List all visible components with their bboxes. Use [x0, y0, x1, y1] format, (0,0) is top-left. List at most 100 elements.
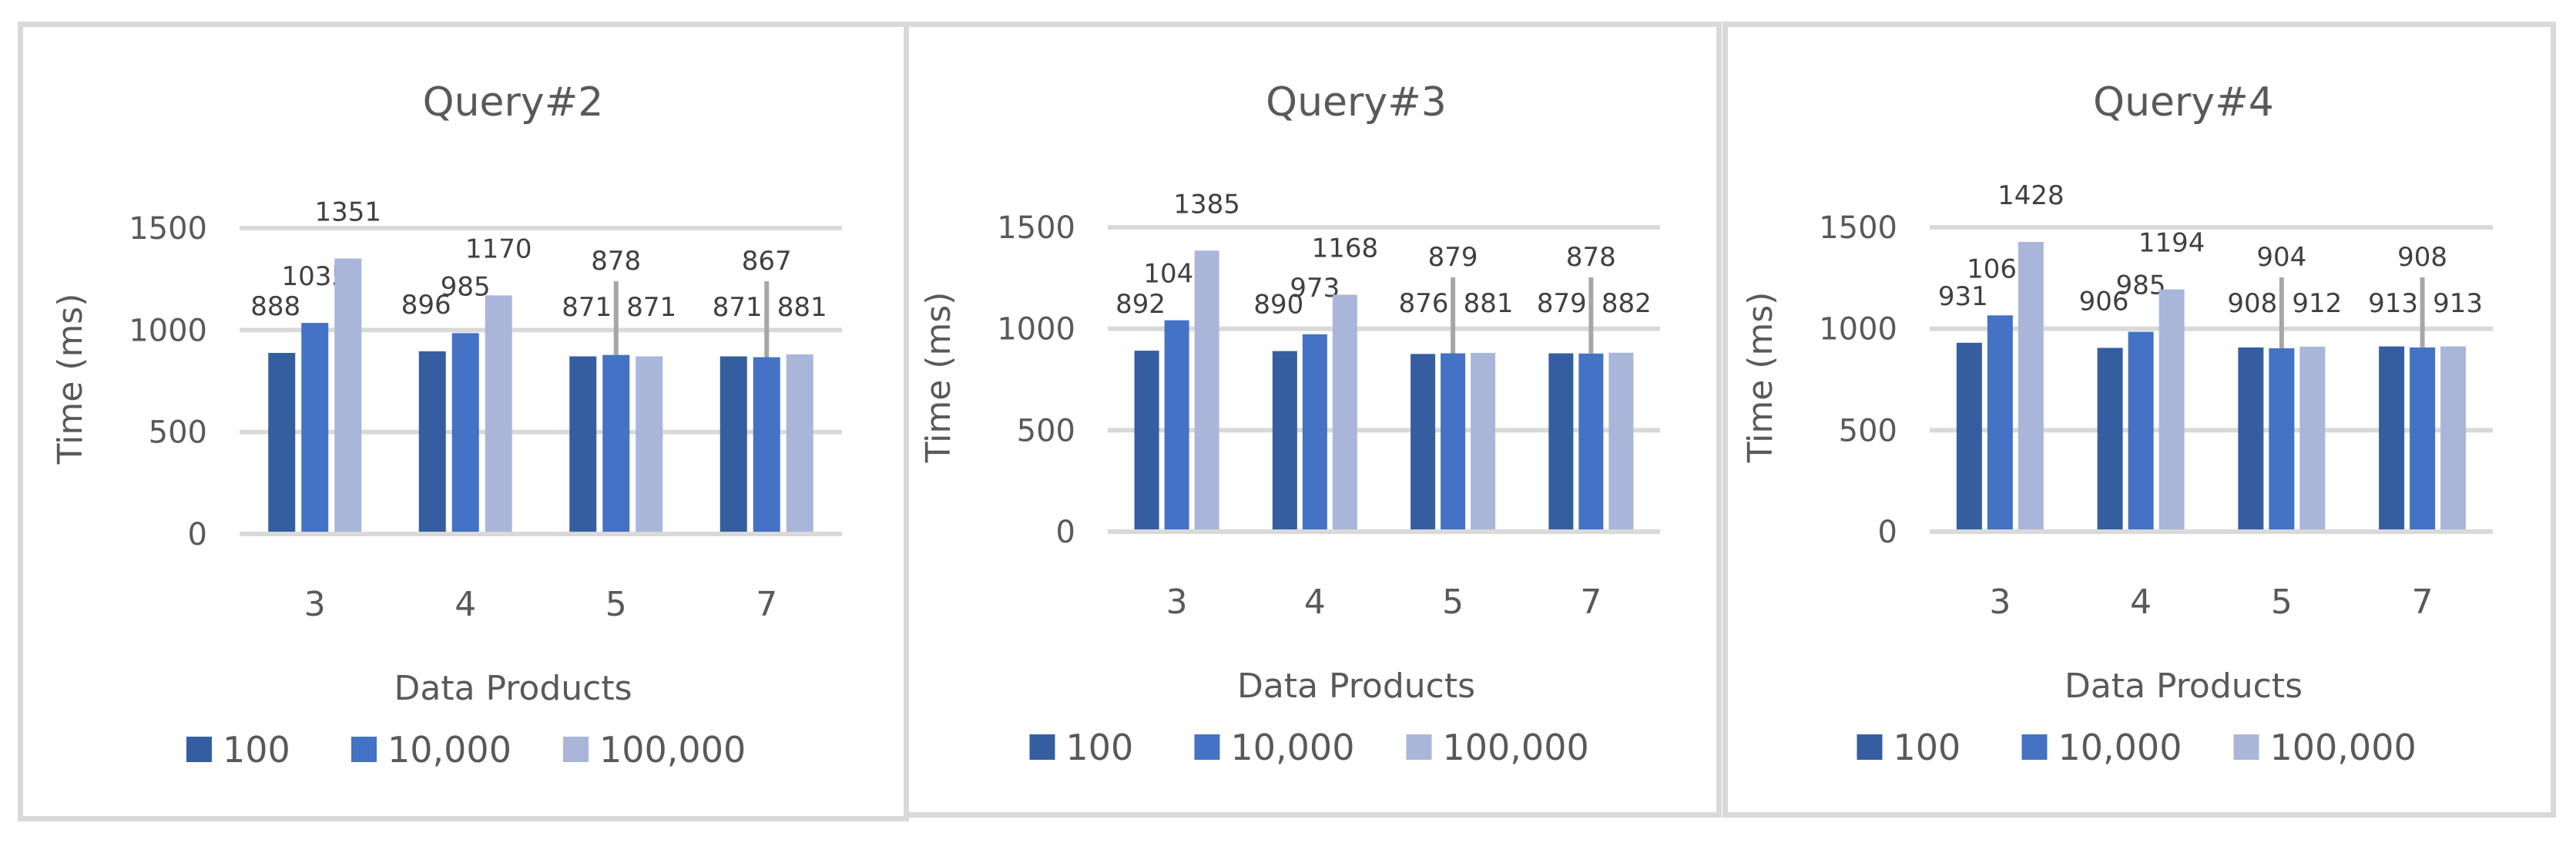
chart-panel-query4: Query#4 0 500 1000 1500 Time (ms) 931 1066 1428 3…	[1722, 22, 2556, 818]
data-label: 888	[250, 291, 300, 322]
legend-label: 10,000	[1231, 727, 1355, 768]
bar	[1332, 294, 1357, 529]
y-tick-label: 0	[1056, 515, 1075, 550]
bar	[2238, 347, 2264, 529]
data-label: 881	[1464, 288, 1514, 319]
data-label: 985	[2116, 270, 2166, 301]
bar	[2269, 348, 2295, 529]
data-label: 867	[742, 246, 792, 277]
gridline	[240, 226, 842, 230]
x-tick-label: 7	[756, 585, 777, 624]
x-tick-label: 7	[1580, 583, 1602, 622]
bar	[451, 333, 479, 532]
bar	[1164, 320, 1189, 529]
bar	[2128, 331, 2154, 529]
legend-label: 100,000	[2270, 727, 2417, 768]
bar	[2379, 346, 2405, 529]
bar	[719, 356, 747, 532]
bar	[2299, 346, 2326, 529]
bar	[2097, 348, 2123, 529]
data-label: 913	[2433, 288, 2483, 319]
bar	[1471, 353, 1496, 529]
label-leader-line	[2420, 277, 2425, 348]
data-label: 871	[713, 292, 763, 323]
data-label: 1385	[1173, 189, 1240, 220]
legend-label: 100,000	[1443, 727, 1589, 768]
y-tick-label: 500	[1839, 413, 1897, 448]
y-tick-label: 1500	[997, 210, 1075, 246]
y-axis-title: Time (ms)	[51, 294, 90, 465]
data-label: 1194	[2138, 228, 2205, 259]
x-tick-label: 4	[2130, 583, 2152, 622]
bar	[1272, 351, 1297, 529]
y-tick-label: 1500	[1819, 210, 1897, 246]
legend-label: 100	[223, 729, 290, 771]
data-label: 1351	[314, 196, 381, 227]
data-label: 973	[1290, 273, 1340, 304]
x-tick-label: 3	[1166, 583, 1188, 622]
bar	[301, 323, 329, 532]
data-label: 1170	[465, 233, 532, 264]
bar	[786, 354, 813, 532]
data-label: 878	[591, 246, 641, 277]
gridline	[1108, 225, 1660, 230]
bar	[1608, 352, 1634, 529]
bar	[569, 356, 597, 532]
bar	[2440, 346, 2467, 529]
data-label: 906	[2079, 286, 2129, 317]
x-tick-label: 4	[1304, 583, 1326, 622]
chart-panel-query2: Query#2 0 500 1000 1500 Time (ms) 888 1035 1351 3…	[18, 22, 909, 821]
gridline	[1108, 529, 1660, 534]
legend-label: 100	[1066, 727, 1134, 768]
chart-title: Query#2	[423, 79, 604, 126]
y-axis-title: Time (ms)	[1741, 292, 1780, 464]
bar	[2158, 289, 2185, 529]
legend-label: 100,000	[599, 729, 746, 771]
data-label: 882	[1602, 288, 1652, 319]
x-tick-label: 3	[304, 585, 326, 624]
data-label: 913	[2368, 288, 2418, 319]
label-leader-line	[764, 281, 770, 358]
bar	[1956, 342, 1982, 529]
legend-swatch	[563, 737, 589, 762]
legend-swatch	[2233, 734, 2259, 760]
legend-swatch	[351, 737, 377, 762]
bar	[1987, 315, 2013, 529]
data-label: 881	[777, 292, 827, 323]
data-label: 1168	[1312, 233, 1379, 264]
bar	[753, 357, 780, 532]
label-leader-line	[2279, 277, 2284, 348]
chart-title: Query#3	[1266, 79, 1447, 126]
gridline	[1930, 225, 2493, 230]
x-axis-title: Data Products	[1237, 667, 1475, 706]
data-label: 908	[2397, 242, 2447, 273]
legend-label: 100	[1893, 727, 1961, 768]
y-tick-label: 1000	[129, 313, 207, 348]
data-label: 892	[1115, 289, 1166, 320]
label-leader-line	[1451, 277, 1456, 354]
data-label: 1428	[1997, 180, 2064, 211]
x-tick-label: 4	[454, 585, 476, 624]
bar	[1441, 353, 1466, 529]
bar	[418, 351, 446, 532]
x-tick-label: 7	[2412, 583, 2433, 622]
bar	[1302, 334, 1327, 529]
chart-title: Query#4	[2093, 79, 2274, 126]
y-tick-label: 1000	[1819, 312, 1897, 348]
bar	[2018, 241, 2044, 529]
bar	[268, 352, 296, 532]
legend-label: 10,000	[2058, 727, 2182, 768]
gridline	[240, 532, 842, 536]
bar	[2410, 347, 2436, 529]
legend-label: 10,000	[387, 729, 512, 771]
bar	[1194, 250, 1219, 529]
data-label: 879	[1537, 288, 1587, 319]
legend-swatch	[186, 737, 212, 762]
y-tick-label: 1500	[129, 211, 207, 247]
y-axis-title: Time (ms)	[919, 292, 958, 464]
data-label: 878	[1566, 242, 1616, 273]
label-leader-line	[613, 281, 619, 355]
y-tick-label: 0	[1878, 515, 1897, 550]
data-label: 908	[2227, 288, 2277, 319]
